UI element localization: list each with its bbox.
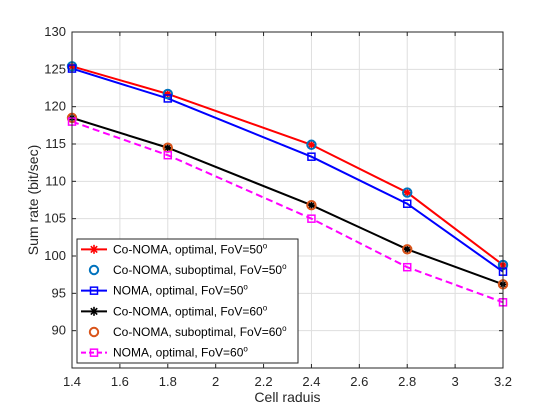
x-tick-label: 2.4 xyxy=(302,374,320,389)
x-tick-label: 2.8 xyxy=(398,374,416,389)
y-tick-label: 100 xyxy=(44,248,66,263)
legend-entry-5: Co-NOMA, suboptimal, FoV=60o xyxy=(88,324,287,339)
legend-label: NOMA, optimal, FoV=50o xyxy=(113,283,248,298)
legend-entry-3: NOMA, optimal, FoV=50o xyxy=(81,283,248,298)
series-1-marker xyxy=(163,89,173,99)
y-tick-label: 130 xyxy=(44,24,66,39)
legend-entry-1: Co-NOMA, optimal, FoV=50o xyxy=(81,241,268,256)
y-tick-label: 110 xyxy=(45,173,66,188)
series-6-marker xyxy=(163,150,173,160)
series-4-marker xyxy=(402,244,412,254)
series-line-3 xyxy=(71,67,504,273)
legend-marker xyxy=(89,244,99,254)
series-3-marker xyxy=(163,94,173,103)
legend-label: Co-NOMA, suboptimal, FoV=60o xyxy=(113,324,287,339)
series-6-marker xyxy=(307,214,316,223)
legend-entry-2: Co-NOMA, suboptimal, FoV=50o xyxy=(88,262,287,277)
x-tick-label: 3 xyxy=(451,374,458,389)
series-1-marker xyxy=(306,140,316,150)
legend-label: Co-NOMA, optimal, FoV=50o xyxy=(113,241,268,256)
y-tick-label: 120 xyxy=(44,99,66,114)
series-6-marker xyxy=(402,262,412,272)
y-tick-label: 95 xyxy=(52,285,66,300)
series-4-marker xyxy=(306,200,316,210)
x-axis-label: Cell raduis xyxy=(254,389,320,405)
legend-marker xyxy=(88,326,100,338)
legend-label: Co-NOMA, optimal, FoV=60o xyxy=(113,303,268,318)
legend-label: Co-NOMA, suboptimal, FoV=50o xyxy=(113,262,287,277)
legend-marker xyxy=(88,264,100,276)
x-tick-label: 1.8 xyxy=(159,374,177,389)
series-1-marker xyxy=(402,188,412,198)
series-2-marker xyxy=(162,88,173,100)
y-axis-ticks: 90 95 100 105 110 115 120 125 130 xyxy=(44,24,503,338)
legend-entry-4: Co-NOMA, optimal, FoV=60o xyxy=(81,303,268,318)
y-tick-label: 90 xyxy=(52,323,66,338)
series-2-marker xyxy=(402,187,413,198)
series-5-marker xyxy=(402,244,413,255)
x-tick-label: 1.6 xyxy=(111,374,129,389)
plot-frame xyxy=(71,31,504,369)
y-axis-label: Sum rate (bit/sec) xyxy=(25,145,41,255)
x-tick-label: 3.2 xyxy=(494,374,512,389)
series-2-marker xyxy=(306,139,317,150)
legend-label: NOMA, optimal, FoV=60o xyxy=(113,345,248,360)
legend-entry-6: NOMA, optimal, FoV=60o xyxy=(81,345,248,360)
x-tick-label: 2 xyxy=(212,374,219,389)
series-4-marker xyxy=(163,143,173,153)
series-3-marker xyxy=(307,152,316,161)
legend-box xyxy=(76,238,299,364)
x-tick-label: 2.2 xyxy=(255,374,273,389)
series-3-marker xyxy=(402,199,412,208)
y-tick-label: 105 xyxy=(44,211,66,226)
legend-marker xyxy=(89,306,99,316)
legend-marker xyxy=(89,348,99,357)
series-line-6 xyxy=(71,120,504,304)
y-tick-label: 115 xyxy=(45,136,66,151)
legend-marker xyxy=(89,286,99,295)
legend: Co-NOMA, optimal, FoV=50o Co-NOMA, subopt… xyxy=(76,238,299,364)
y-tick-label: 125 xyxy=(44,61,66,76)
series-5-marker xyxy=(306,200,317,211)
x-tick-label: 1.4 xyxy=(63,374,81,389)
x-tick-label: 2.6 xyxy=(350,374,368,389)
